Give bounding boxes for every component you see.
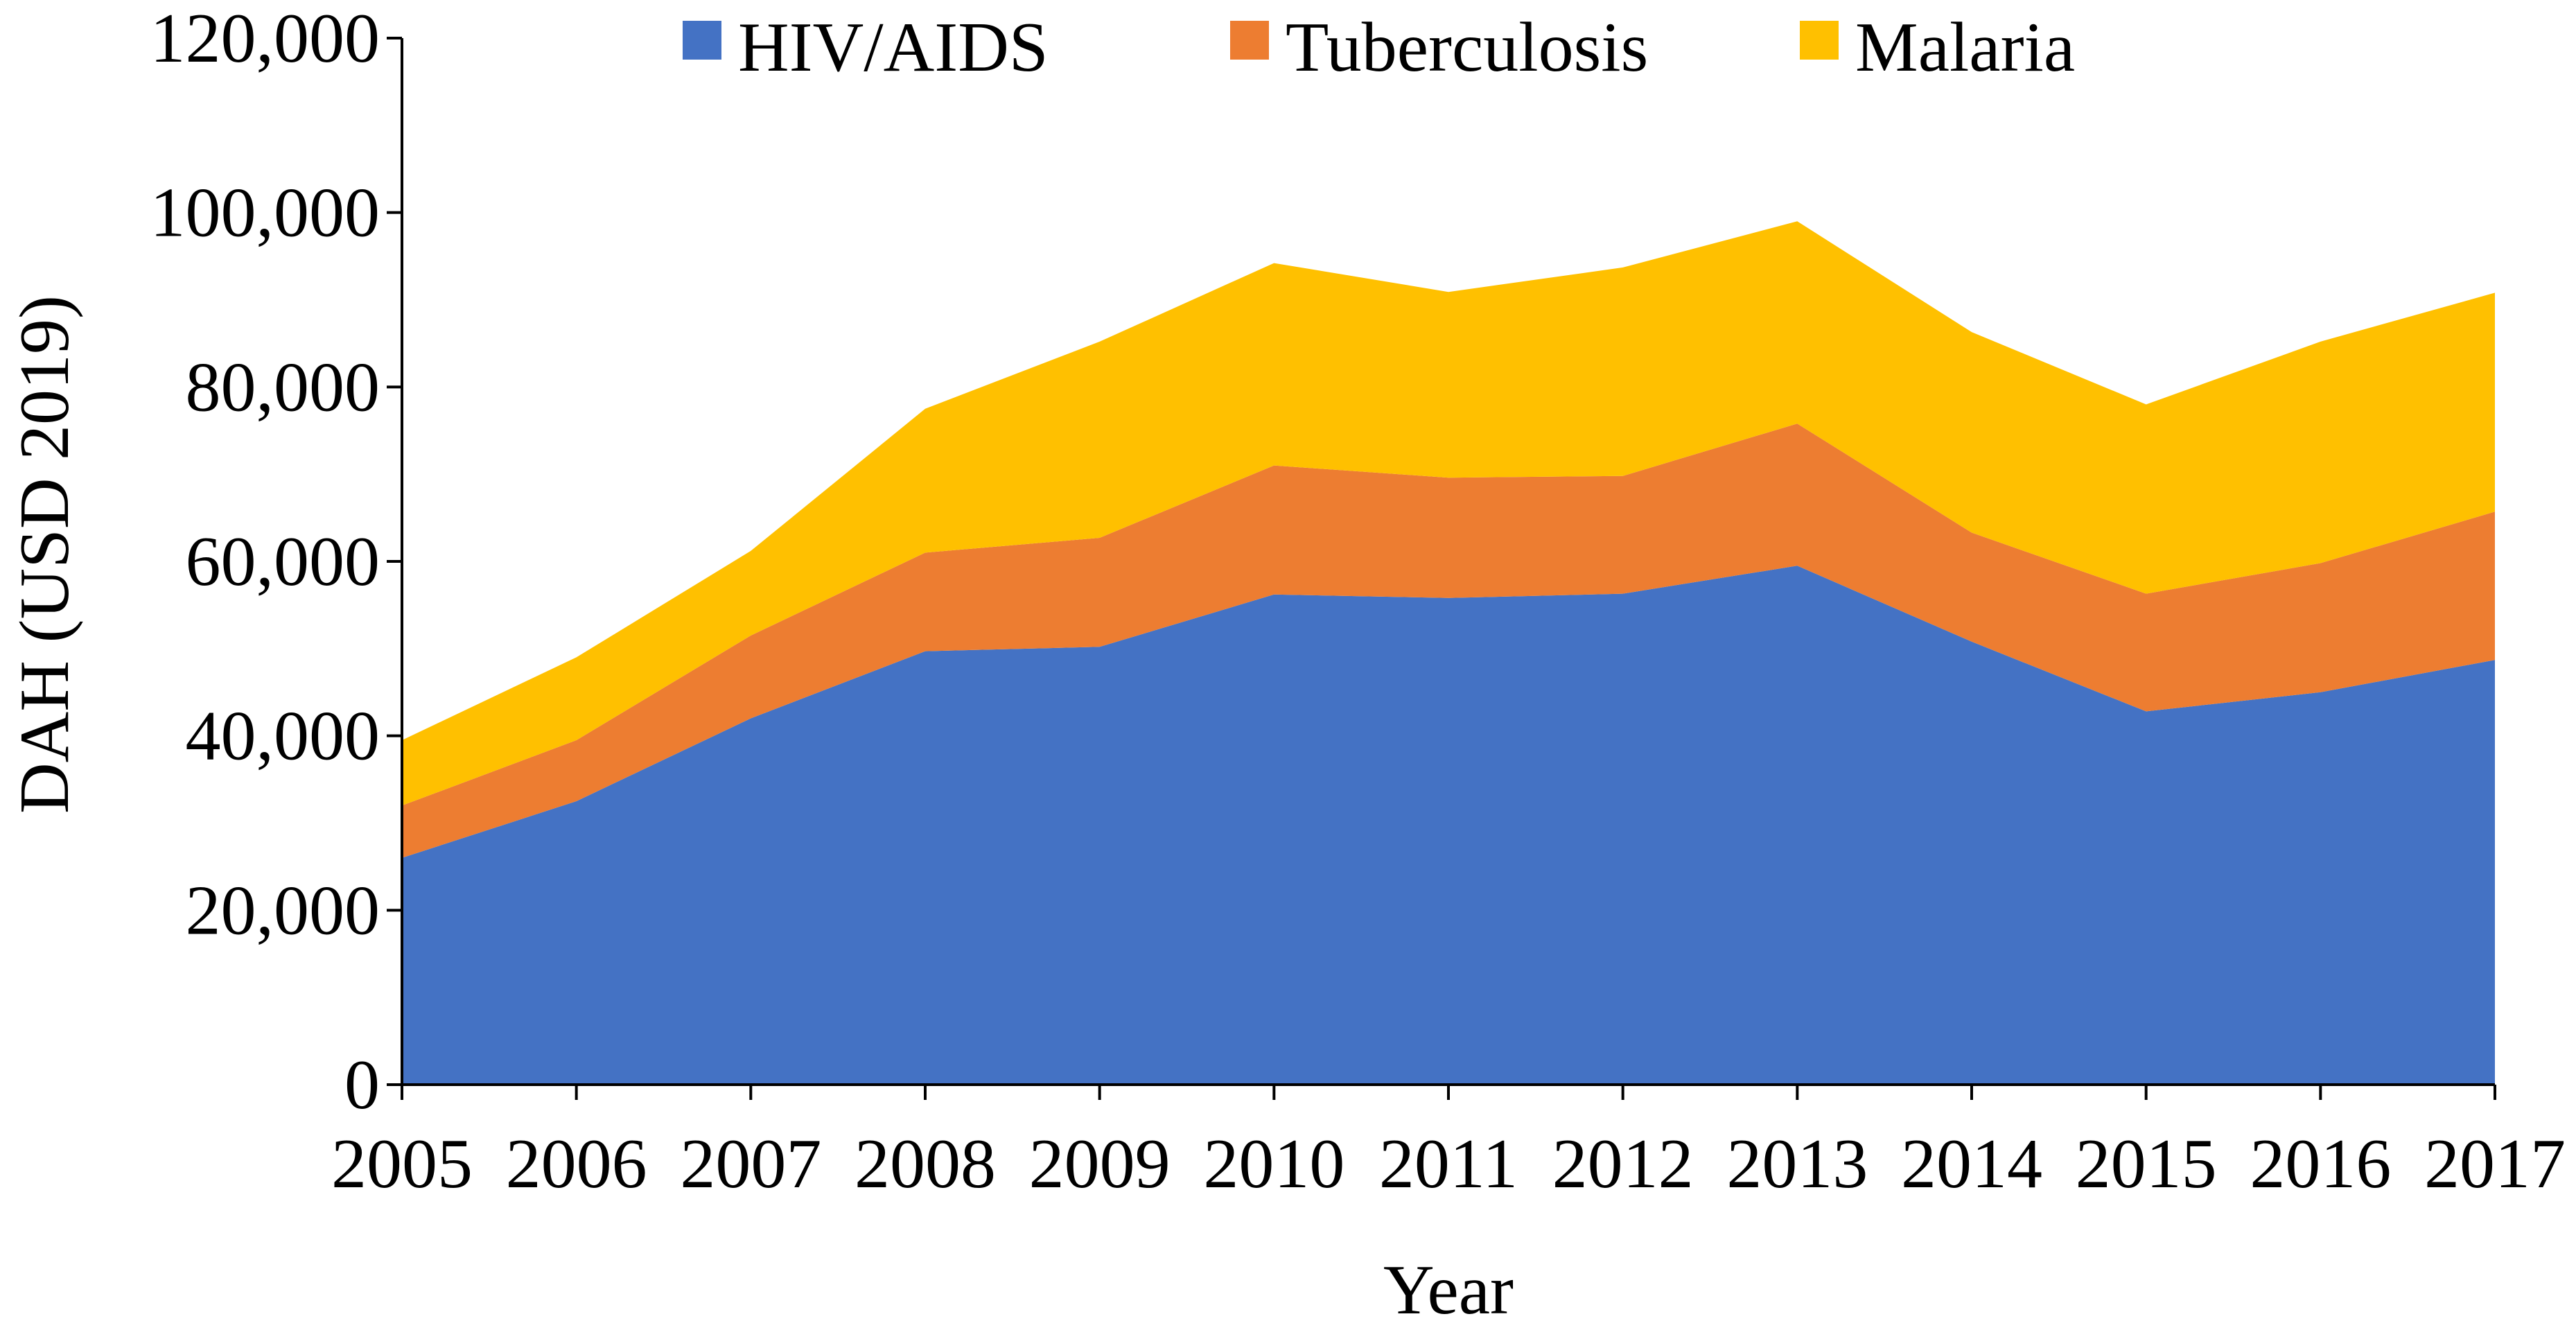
x-tick-label: 2009 (1029, 1125, 1171, 1203)
x-tick-label: 2017 (2424, 1125, 2566, 1203)
area-tuberculosis (402, 423, 2495, 858)
legend-label-malaria: Malaria (1855, 8, 2075, 87)
legend-swatch-malaria (1800, 21, 1839, 60)
x-tick-label: 2011 (1379, 1125, 1518, 1203)
x-tick-label: 2014 (1901, 1125, 2042, 1203)
y-tick-label: 60,000 (186, 523, 380, 601)
y-tick-label: 120,000 (150, 0, 380, 78)
y-tick-label: 20,000 (186, 871, 380, 950)
x-tick-label: 2016 (2250, 1125, 2391, 1203)
area-hiv-aids (402, 566, 2495, 1085)
y-tick-label: 100,000 (150, 174, 380, 252)
x-tick-label: 2006 (506, 1125, 647, 1203)
legend-label-tuberculosis: Tuberculosis (1286, 8, 1648, 87)
y-tick-label: 40,000 (186, 697, 380, 776)
legend-swatch-hiv-aids (683, 21, 721, 60)
x-tick-label: 2015 (2076, 1125, 2217, 1203)
y-tick-label: 80,000 (186, 348, 380, 426)
x-tick-label: 2013 (1726, 1125, 1868, 1203)
legend-swatch-tuberculosis (1230, 21, 1269, 60)
area-malaria (402, 221, 2495, 806)
x-tick-label: 2012 (1552, 1125, 1694, 1203)
y-axis-title: DAH (USD 2019) (6, 295, 84, 814)
x-axis-title: Year (1383, 1251, 1514, 1329)
y-axis-ticks: 0 20,000 40,000 60,000 80,000 100,000 120,000 (150, 0, 402, 1124)
legend-label-hiv-aids: HIV/AIDS (738, 8, 1049, 87)
x-tick-label: 2007 (680, 1125, 821, 1203)
x-tick-label: 2010 (1203, 1125, 1344, 1203)
x-axis-ticks: 2005 2006 2007 2008 2009 2010 2011 2012 2013 2014… (331, 1085, 2566, 1203)
x-tick-label: 2005 (331, 1125, 473, 1203)
legend: HIV/AIDS Tuberculosis Malaria (683, 8, 2075, 87)
area-layer (402, 221, 2495, 1085)
y-tick-label: 0 (344, 1046, 380, 1124)
x-tick-label: 2008 (855, 1125, 996, 1203)
